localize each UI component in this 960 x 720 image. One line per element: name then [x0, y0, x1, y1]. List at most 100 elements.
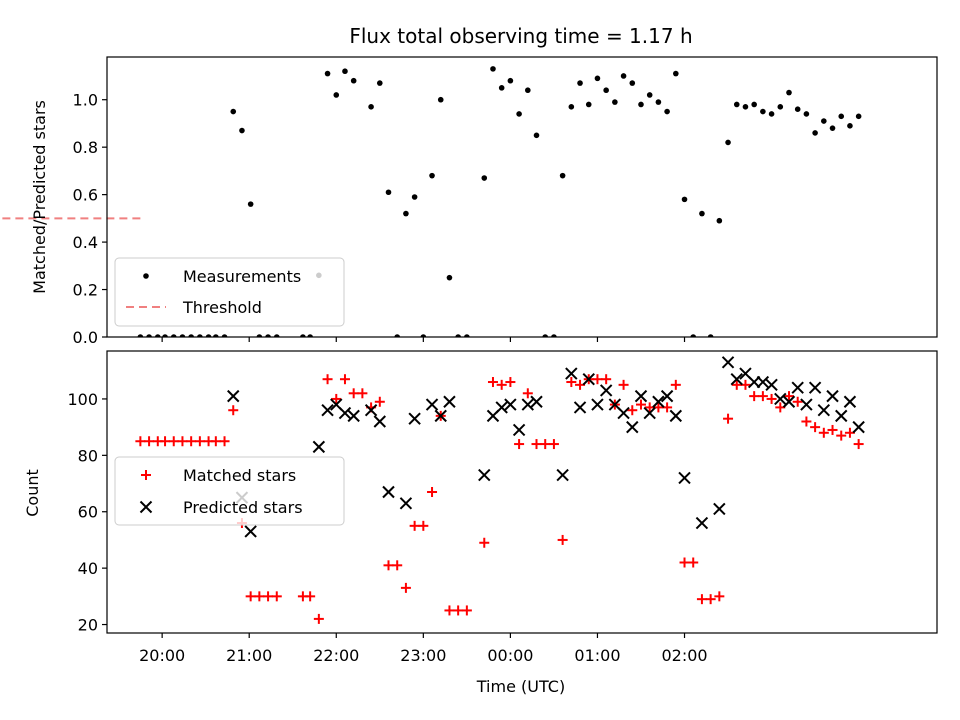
legend-label-threshold: Threshold	[182, 298, 262, 317]
point-predicted-stars	[599, 384, 613, 397]
point-predicted-stars	[660, 389, 674, 403]
point-predicted-stars	[591, 398, 604, 411]
x-tick-label: 01:00	[574, 646, 620, 665]
point-predicted-stars	[669, 409, 683, 423]
point-predicted-stars	[765, 378, 778, 392]
top-y-axis-label: Matched/Predicted stars	[30, 100, 49, 294]
legend-box	[114, 456, 345, 526]
bottom-axes-frame	[106, 350, 938, 634]
point-predicted-stars	[364, 404, 378, 417]
point-matched-stars	[254, 591, 265, 602]
point-predicted-stars	[495, 401, 508, 414]
point-measurements	[230, 108, 237, 115]
point-measurements	[577, 80, 583, 86]
point-measurements	[638, 101, 644, 108]
point-measurements	[699, 210, 705, 217]
point-predicted-stars	[478, 468, 491, 482]
point-measurements	[612, 99, 618, 105]
point-matched-stars	[168, 436, 179, 447]
point-predicted-stars	[800, 398, 813, 411]
chart-title: Flux total observing time = 1.17 h	[349, 24, 692, 48]
point-matched-stars	[219, 436, 230, 447]
y-tick-label: 0.2	[73, 281, 98, 300]
point-measurements	[655, 99, 662, 105]
point-measurements	[455, 334, 461, 337]
point-matched-stars	[400, 582, 411, 593]
point-matched-stars	[557, 534, 568, 545]
bottom-y-axis-label: Count	[23, 469, 42, 517]
point-matched-stars	[305, 591, 316, 602]
x-axis-label: Time (UTC)	[476, 677, 565, 696]
point-matched-stars	[836, 430, 847, 441]
point-predicted-stars	[791, 381, 804, 394]
point-measurements	[300, 334, 306, 337]
point-matched-stars	[186, 436, 197, 447]
x-tick-label: 23:00	[400, 646, 446, 665]
point-measurements	[559, 172, 566, 179]
point-matched-stars	[575, 379, 586, 390]
point-measurements	[154, 334, 161, 337]
point-matched-stars	[766, 393, 777, 404]
x-tick-label: 02:00	[661, 646, 707, 665]
point-predicted-stars	[408, 412, 421, 425]
point-matched-stars	[135, 436, 146, 447]
point-measurements	[777, 104, 784, 110]
point-measurements	[681, 196, 688, 203]
point-predicted-stars	[382, 485, 395, 499]
top-axes-frame	[106, 56, 938, 338]
point-measurements	[525, 87, 531, 94]
point-predicted-stars	[808, 381, 822, 394]
point-matched-stars	[662, 402, 673, 413]
point-measurements	[803, 111, 810, 117]
point-measurements	[768, 111, 775, 117]
legend-marker-matched	[141, 470, 151, 480]
point-matched-stars	[783, 391, 794, 402]
point-matched-stars	[601, 374, 612, 385]
point-matched-stars	[705, 594, 716, 605]
point-matched-stars	[444, 605, 455, 616]
point-matched-stars	[271, 591, 282, 602]
y-tick-label: 0.6	[73, 186, 98, 205]
point-matched-stars	[723, 413, 734, 424]
point-measurements	[342, 68, 348, 75]
point-predicted-stars	[244, 525, 257, 538]
point-matched-stars	[313, 613, 324, 624]
point-measurements	[664, 108, 670, 115]
point-measurements	[690, 334, 697, 337]
legend-label-measurements: Measurements	[183, 267, 301, 286]
point-matched-stars	[696, 594, 707, 605]
point-matched-stars	[263, 591, 274, 602]
point-measurements	[420, 334, 427, 337]
point-matched-stars	[810, 422, 821, 433]
point-measurements	[197, 334, 203, 337]
point-matched-stars	[592, 374, 603, 385]
point-matched-stars	[818, 427, 829, 438]
point-matched-stars	[245, 591, 256, 602]
legend-marker-predicted	[139, 500, 153, 514]
point-predicted-stars	[826, 389, 839, 403]
y-tick-label: 1.0	[73, 91, 98, 110]
point-measurements	[376, 80, 383, 86]
point-predicted-stars	[565, 367, 578, 380]
point-matched-stars	[731, 379, 742, 390]
point-matched-stars	[496, 379, 507, 390]
point-measurements	[629, 80, 636, 86]
point-measurements	[725, 139, 731, 146]
point-measurements	[162, 334, 168, 337]
y-tick-label: 80	[78, 446, 98, 465]
point-measurements	[742, 104, 749, 110]
point-predicted-stars	[835, 409, 848, 423]
point-matched-stars	[827, 424, 838, 435]
point-measurements	[551, 334, 557, 337]
bottom-data-points	[135, 356, 865, 624]
point-predicted-stars	[338, 406, 352, 420]
point-predicted-stars	[443, 395, 456, 408]
point-measurements	[411, 194, 418, 200]
point-matched-stars	[392, 560, 403, 571]
y-tick-label: 0.4	[73, 233, 98, 252]
y-tick-label: 20	[78, 616, 98, 635]
point-matched-stars	[670, 379, 681, 390]
point-measurements	[646, 92, 653, 98]
y-tick-label: 40	[78, 559, 98, 578]
point-predicted-stars	[678, 471, 691, 485]
